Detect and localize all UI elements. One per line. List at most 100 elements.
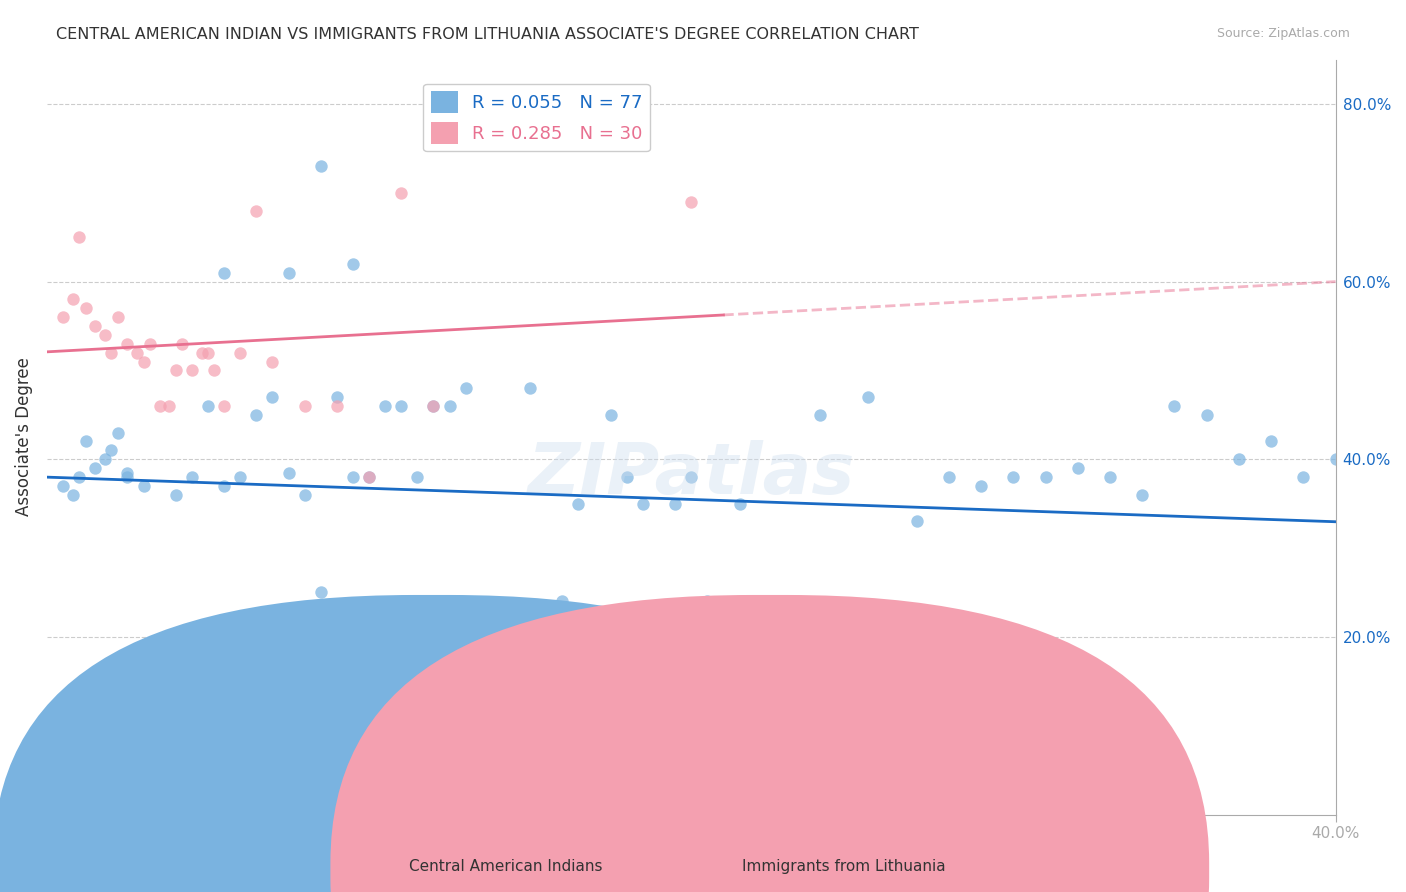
Point: [309, 585, 332, 599]
Point: [107, 425, 129, 440]
Point: [938, 470, 960, 484]
Point: [117, 470, 139, 484]
Point: [681, 470, 703, 484]
Point: [793, 701, 815, 715]
Point: [389, 399, 412, 413]
Point: [1035, 470, 1057, 484]
Point: [808, 408, 831, 422]
Point: [664, 497, 686, 511]
Point: [342, 257, 364, 271]
Point: [357, 470, 380, 484]
Point: [149, 719, 172, 733]
Point: [62, 488, 84, 502]
Point: [197, 399, 219, 413]
Point: [841, 639, 863, 653]
Point: [149, 399, 172, 413]
Point: [713, 639, 735, 653]
Text: Source: ZipAtlas.com: Source: ZipAtlas.com: [1216, 27, 1350, 40]
Point: [1324, 452, 1347, 467]
Point: [681, 194, 703, 209]
Point: [439, 399, 461, 413]
Point: [1163, 399, 1185, 413]
Text: ZIPatlas: ZIPatlas: [527, 441, 855, 509]
Point: [262, 390, 284, 404]
Point: [873, 630, 896, 644]
Point: [67, 230, 90, 244]
Point: [454, 381, 477, 395]
Point: [1002, 470, 1025, 484]
Point: [567, 497, 589, 511]
Point: [326, 390, 349, 404]
Point: [84, 692, 107, 706]
Point: [180, 363, 202, 377]
Point: [374, 399, 396, 413]
Point: [471, 612, 494, 626]
Point: [1099, 470, 1122, 484]
Point: [406, 470, 429, 484]
Point: [94, 452, 117, 467]
Point: [132, 354, 155, 368]
Point: [599, 408, 621, 422]
Point: [84, 319, 107, 334]
Point: [728, 497, 751, 511]
Legend: R = 0.055   N = 77, R = 0.285   N = 30: R = 0.055 N = 77, R = 0.285 N = 30: [423, 84, 650, 152]
Point: [197, 345, 219, 359]
Point: [75, 434, 97, 449]
Point: [422, 399, 444, 413]
Point: [262, 354, 284, 368]
Point: [157, 399, 180, 413]
Point: [180, 470, 202, 484]
Point: [696, 594, 718, 608]
Point: [165, 488, 187, 502]
Point: [389, 186, 412, 200]
Text: Central American Indians: Central American Indians: [409, 859, 603, 874]
Point: [551, 594, 574, 608]
Point: [117, 336, 139, 351]
Point: [277, 466, 299, 480]
Point: [52, 310, 75, 325]
Point: [294, 399, 316, 413]
Point: [583, 612, 606, 626]
Y-axis label: Associate's Degree: Associate's Degree: [15, 358, 32, 516]
Point: [342, 470, 364, 484]
Point: [519, 381, 541, 395]
Point: [100, 443, 122, 458]
Point: [127, 345, 149, 359]
Point: [212, 479, 235, 493]
Point: [229, 345, 252, 359]
Point: [761, 630, 783, 644]
Point: [117, 466, 139, 480]
Point: [100, 345, 122, 359]
Point: [190, 345, 212, 359]
Point: [1130, 488, 1153, 502]
Point: [1195, 408, 1218, 422]
Point: [631, 497, 654, 511]
Point: [422, 399, 444, 413]
Point: [212, 399, 235, 413]
Point: [1227, 452, 1250, 467]
Point: [204, 363, 226, 377]
Point: [212, 266, 235, 280]
Point: [172, 336, 194, 351]
Point: [277, 266, 299, 280]
Point: [1260, 434, 1282, 449]
Text: Immigrants from Lithuania: Immigrants from Lithuania: [742, 859, 945, 874]
Point: [905, 515, 928, 529]
Point: [132, 479, 155, 493]
Point: [94, 327, 117, 342]
Point: [970, 479, 993, 493]
Point: [107, 310, 129, 325]
Point: [486, 612, 509, 626]
Point: [309, 159, 332, 173]
Point: [75, 301, 97, 316]
Point: [858, 390, 880, 404]
Point: [245, 408, 267, 422]
Point: [165, 363, 187, 377]
Point: [62, 293, 84, 307]
Point: [536, 612, 558, 626]
Point: [357, 470, 380, 484]
Point: [1292, 470, 1315, 484]
Point: [503, 621, 526, 635]
Point: [84, 461, 107, 475]
Point: [52, 479, 75, 493]
